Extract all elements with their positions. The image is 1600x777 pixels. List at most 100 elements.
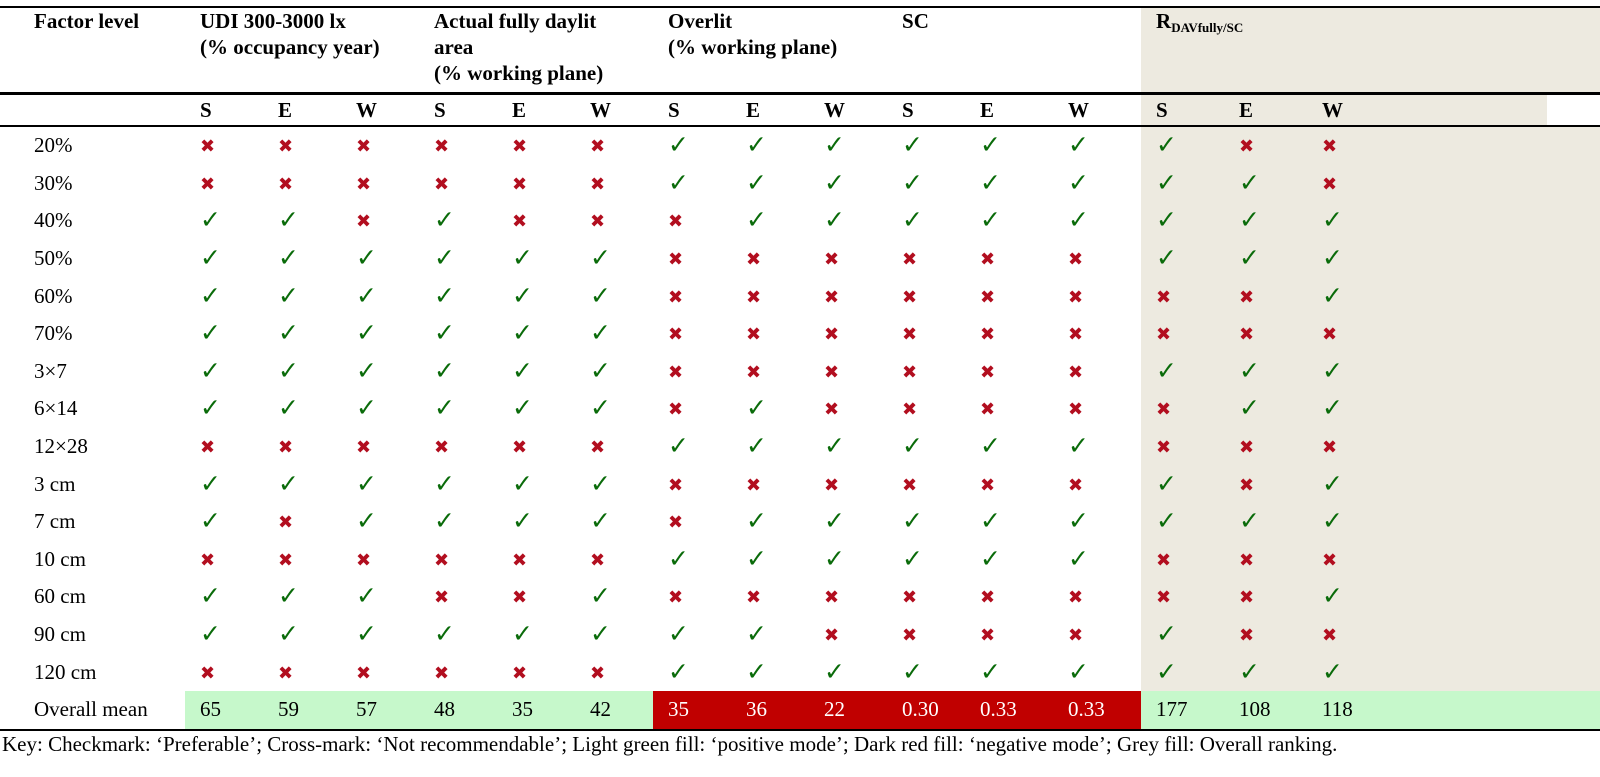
mark-cell: ✓ — [341, 240, 419, 278]
mark-cell: ✖ — [653, 240, 731, 278]
cross-mark-icon: ✖ — [668, 399, 684, 421]
checkmark-icon: ✓ — [590, 506, 611, 536]
orient-daylit-e: E — [512, 97, 527, 122]
mark-cell: ✓ — [965, 503, 1053, 541]
mark-cell: ✖ — [1224, 465, 1308, 503]
ranking-pad-cell — [1547, 202, 1600, 240]
orient-overlit-s: S — [668, 97, 680, 122]
cross-mark-icon: ✖ — [1239, 474, 1255, 496]
mark-cell: ✓ — [731, 390, 809, 428]
mark-cell: ✓ — [731, 202, 809, 240]
mark-cell: ✓ — [731, 653, 809, 691]
mark-cell: ✓ — [575, 240, 653, 278]
mark-cell: ✖ — [419, 541, 497, 579]
ranking-pad-cell — [1547, 540, 1600, 579]
checkmark-icon: ✓ — [278, 243, 299, 273]
factor-level-cell: 10 cm — [34, 546, 86, 571]
mark-cell: ✖ — [965, 578, 1053, 616]
table-row: 20% ✖ ✖ ✖ ✖ ✖ ✖ ✓ ✓ ✓ ✓ ✓ ✓ ✓ ✖ ✖ — [0, 126, 1600, 165]
mark-cell: ✓ — [1224, 653, 1308, 691]
overlit-header: Overlit (% working plane) — [653, 6, 888, 94]
factor-level-cell: 3 cm — [34, 471, 76, 496]
cross-mark-icon: ✖ — [1068, 324, 1084, 346]
cross-mark-icon: ✖ — [980, 249, 996, 271]
checkmark-icon: ✓ — [980, 506, 1001, 536]
mark-cell: ✓ — [575, 353, 653, 391]
mark-cell: ✖ — [965, 315, 1053, 353]
table-row: 30% ✖ ✖ ✖ ✖ ✖ ✖ ✓ ✓ ✓ ✓ ✓ ✓ ✓ ✓ ✖ — [0, 164, 1600, 203]
orient-sc-e: E — [980, 97, 995, 122]
checkmark-icon: ✓ — [902, 543, 923, 573]
mark-cell: ✓ — [653, 653, 731, 691]
checkmark-icon: ✓ — [1156, 205, 1177, 235]
table-row: 3 cm ✓ ✓ ✓ ✓ ✓ ✓ ✖ ✖ ✖ ✖ ✖ ✖ ✓ ✖ ✓ — [0, 465, 1600, 503]
mark-cell: ✖ — [1141, 314, 1225, 353]
ranking-header-sub: DAVfully/SC — [1171, 20, 1244, 35]
checkmark-icon: ✓ — [746, 130, 767, 160]
mark-cell: ✖ — [497, 428, 575, 466]
checkmark-icon: ✓ — [278, 280, 299, 310]
checkmark-icon: ✓ — [434, 468, 455, 498]
mark-cell: ✓ — [185, 503, 263, 541]
factor-level-cell: 60% — [34, 283, 73, 308]
mark-cell: ✖ — [809, 616, 887, 654]
orient-rank-e: E — [1224, 93, 1308, 126]
cross-mark-icon: ✖ — [902, 249, 918, 271]
mark-cell: ✖ — [1224, 540, 1308, 579]
checkmark-icon: ✓ — [902, 506, 923, 536]
mark-cell: ✓ — [419, 465, 497, 503]
checkmark-icon: ✓ — [278, 619, 299, 649]
checkmark-icon: ✓ — [746, 205, 767, 235]
mark-cell: ✖ — [809, 240, 887, 278]
orient-daylit-w: W — [590, 97, 612, 122]
table-row: 7 cm ✓ ✖ ✓ ✓ ✓ ✓ ✖ ✓ ✓ ✓ ✓ ✓ ✓ ✓ ✓ — [0, 502, 1600, 541]
checkmark-icon: ✓ — [1322, 468, 1343, 498]
sc-header-line1: SC — [902, 9, 929, 33]
daylit-header-line3: (% working plane) — [434, 61, 604, 85]
daylit-area-header: Actual fully daylit area (% working plan… — [419, 6, 654, 94]
orient-overlit-e: E — [746, 97, 761, 122]
mark-cell: ✖ — [809, 390, 887, 428]
mark-cell: ✖ — [575, 202, 653, 240]
checkmark-icon: ✓ — [1322, 280, 1343, 310]
checkmark-icon: ✓ — [824, 130, 845, 160]
mark-cell: ✓ — [1141, 502, 1225, 541]
mark-cell: ✖ — [809, 465, 887, 503]
mark-cell: ✓ — [887, 503, 965, 541]
cross-mark-icon: ✖ — [824, 587, 840, 609]
table-row: 60% ✓ ✓ ✓ ✓ ✓ ✓ ✖ ✖ ✖ ✖ ✖ ✖ ✖ ✖ ✓ — [0, 277, 1600, 315]
mark-cell: ✓ — [263, 390, 341, 428]
mark-cell: ✓ — [341, 503, 419, 541]
cross-mark-icon: ✖ — [1239, 625, 1255, 647]
cross-mark-icon: ✖ — [278, 662, 294, 684]
cross-mark-icon: ✖ — [824, 249, 840, 271]
mark-cell: ✖ — [731, 277, 809, 315]
mark-cell: ✓ — [731, 126, 809, 165]
checkmark-icon: ✓ — [824, 431, 845, 461]
checkmark-icon: ✓ — [356, 355, 377, 385]
checkmark-icon: ✓ — [1322, 656, 1343, 686]
checkmark-icon: ✓ — [356, 506, 377, 536]
mark-cell: ✓ — [1141, 239, 1225, 278]
mark-cell: ✓ — [965, 126, 1053, 165]
mark-cell: ✓ — [263, 465, 341, 503]
mark-cell: ✓ — [965, 165, 1053, 203]
checkmark-icon: ✓ — [356, 468, 377, 498]
cross-mark-icon: ✖ — [512, 173, 528, 195]
ranking-pad-cell — [1547, 314, 1600, 353]
mark-cell: ✓ — [653, 126, 731, 165]
mean-value-cell: 0.33 — [1053, 690, 1142, 730]
factor-level-cell: 60 cm — [34, 584, 86, 609]
mark-cell: ✓ — [419, 353, 497, 391]
orient-udi-s: S — [200, 97, 212, 122]
mean-value-cell: 65 — [185, 690, 263, 730]
cross-mark-icon: ✖ — [512, 662, 528, 684]
checkmark-icon: ✓ — [200, 280, 221, 310]
checkmark-icon: ✓ — [278, 318, 299, 348]
checkmark-icon: ✓ — [356, 581, 377, 611]
mean-value-cell: 48 — [419, 690, 498, 730]
cross-mark-icon: ✖ — [1068, 286, 1084, 308]
mark-cell: ✓ — [1307, 502, 1548, 541]
mark-cell: ✓ — [419, 503, 497, 541]
mark-cell: ✓ — [731, 503, 809, 541]
